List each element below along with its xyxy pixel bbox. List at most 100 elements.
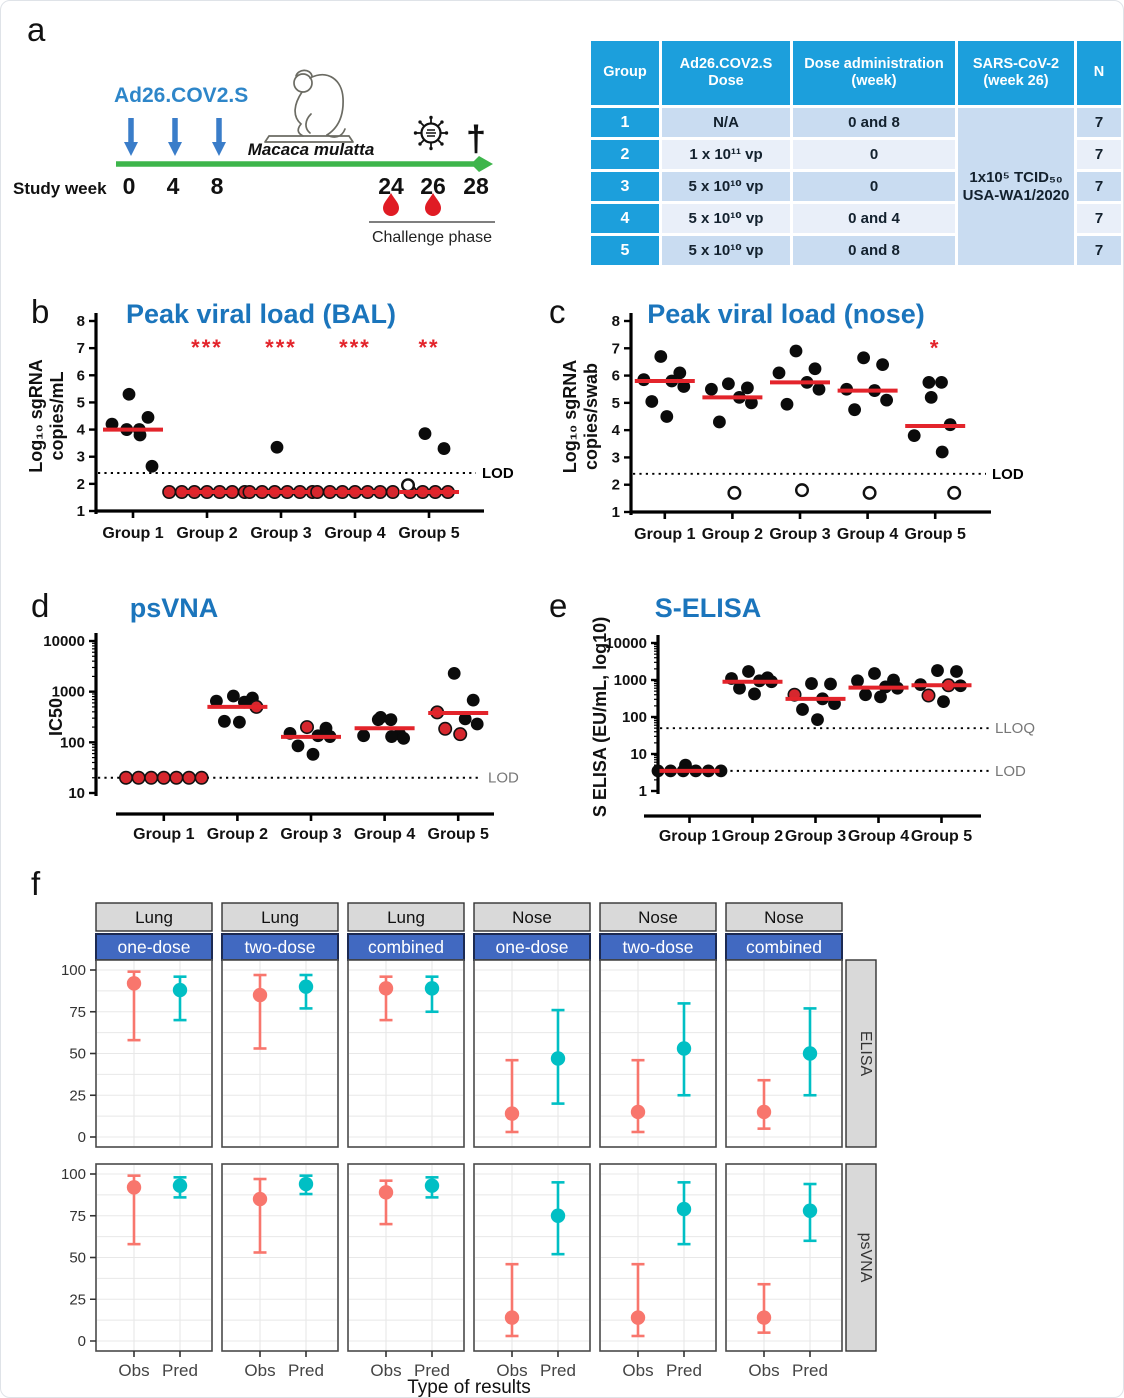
data-point [397, 731, 410, 745]
facet-strip-tissue [347, 902, 465, 932]
x-tick-label: Obs [244, 1361, 275, 1380]
data-point [218, 714, 231, 728]
table-group-cell: 3 [591, 172, 659, 201]
x-category-label: Group 3 [785, 828, 846, 845]
x-category-label: Group 5 [428, 826, 489, 843]
virus-icon [437, 139, 442, 144]
y-tick-label: 4 [612, 422, 621, 439]
data-point [156, 770, 171, 785]
x-tick-label: Obs [118, 1361, 149, 1380]
virus-icon [440, 142, 444, 146]
predicted-point [802, 1203, 818, 1218]
y-tick-label: 8 [77, 313, 85, 330]
virus-icon [429, 115, 433, 120]
data-point [651, 764, 665, 778]
x-category-label: Group 2 [722, 828, 783, 845]
chart-peak-viral-load-nose: Peak viral load (nose) 1 2 3 4 5 6 7 8 Log₁₀ sgRN… [560, 299, 1024, 543]
y-tick-label: 1000 [52, 684, 85, 701]
x-tick-label: Pred [414, 1361, 450, 1380]
data-point [466, 693, 480, 707]
facet-row-label: psVNA [857, 1233, 874, 1283]
y-axis-title: S ELISA (EU/mL, log10) [590, 617, 610, 817]
data-point [811, 713, 824, 727]
panel-label-a: a [27, 11, 46, 48]
data-point [921, 688, 936, 703]
data-point [306, 747, 320, 761]
data-point [141, 410, 155, 424]
virus-icon [440, 120, 444, 124]
y-tick-label: 0 [78, 1333, 86, 1350]
x-category-label: Group 5 [911, 828, 972, 845]
y-tick-label: 5 [77, 394, 85, 411]
x-category-label: Group 2 [207, 826, 268, 843]
x-tick-label: Pred [540, 1361, 576, 1380]
predicted-point [676, 1201, 692, 1217]
data-point-open [947, 485, 962, 500]
data-point [745, 396, 758, 410]
table-admin-cell: 0 [793, 140, 955, 169]
table-group-cell: 5 [591, 236, 659, 265]
monkey-illustration [264, 135, 354, 143]
data-point [796, 703, 809, 716]
significance-marker: ** [418, 335, 439, 360]
data-point-open [401, 478, 416, 493]
y-tick-label: 1 [612, 504, 620, 521]
virus-icon [418, 142, 422, 146]
data-point [418, 427, 432, 441]
chart-title: Peak viral load (BAL) [126, 299, 396, 329]
week-label: 0 [123, 173, 136, 199]
y-tick-label: 100 [60, 734, 85, 751]
facet-tissue-label: Lung [261, 908, 299, 927]
data-point [145, 459, 159, 473]
data-point [935, 445, 949, 459]
x-axis-title: Type of results [407, 1377, 531, 1398]
x-category-label: Group 2 [702, 526, 763, 543]
data-point [772, 366, 786, 380]
data-point-open [727, 485, 742, 500]
predicted-point [676, 1041, 692, 1056]
x-category-label: Group 4 [848, 828, 909, 845]
timeline-arrowhead-icon [471, 156, 493, 172]
data-point [299, 720, 314, 735]
y-tick-label: 10000 [43, 633, 85, 650]
y-tick-label: 100 [61, 1166, 86, 1183]
data-point [210, 694, 223, 708]
data-point [371, 713, 385, 727]
table-n-cell: 7 [1077, 236, 1121, 265]
x-tick-label: Pred [162, 1361, 198, 1380]
facet-strip-tissue [599, 902, 717, 932]
panel-label-b: b [31, 293, 50, 330]
facet-tissue-label: Nose [512, 908, 552, 927]
virus-icon [429, 146, 433, 151]
x-category-label: Group 4 [324, 525, 385, 542]
data-point [931, 664, 944, 677]
data-point-open [794, 483, 809, 498]
x-category-label: Group 5 [398, 525, 459, 542]
data-point [874, 690, 887, 704]
challenge-phase-label: Challenge phase [372, 229, 492, 246]
facet-tissue-label: Lung [135, 908, 173, 927]
y-axis-title: Log₁₀ sgRNA [560, 360, 580, 474]
facet-strip-row [845, 1163, 877, 1352]
data-point [438, 721, 453, 736]
week-label: 4 [167, 173, 180, 199]
reference-line-label: LLOQ [995, 720, 1035, 737]
y-tick-label: 10 [630, 746, 647, 763]
significance-marker: *** [339, 335, 371, 360]
week-label: 8 [211, 173, 224, 199]
x-category-label: Group 1 [133, 826, 194, 843]
data-point [654, 350, 668, 363]
y-tick-label: 100 [61, 962, 86, 979]
predicted-point [172, 982, 188, 998]
panel-label-c: c [549, 293, 566, 330]
monkey-illustration [305, 113, 312, 134]
blood-drop-icon [383, 193, 399, 216]
chart-peak-viral-load-bal: Peak viral load (BAL) 1 2 3 4 5 6 7 8 Log₁₀ sgRNA… [26, 299, 514, 542]
chart-obs-pred-facets: Lung one-dose Lung two-dose Lung combined Nose… [61, 902, 877, 1398]
observed-point [126, 976, 142, 991]
data-point [742, 665, 755, 678]
table-dose-cell: N/A [662, 108, 790, 137]
monkey-illustration [309, 73, 344, 136]
data-point [733, 681, 746, 695]
table-n-cell: 7 [1077, 204, 1121, 233]
